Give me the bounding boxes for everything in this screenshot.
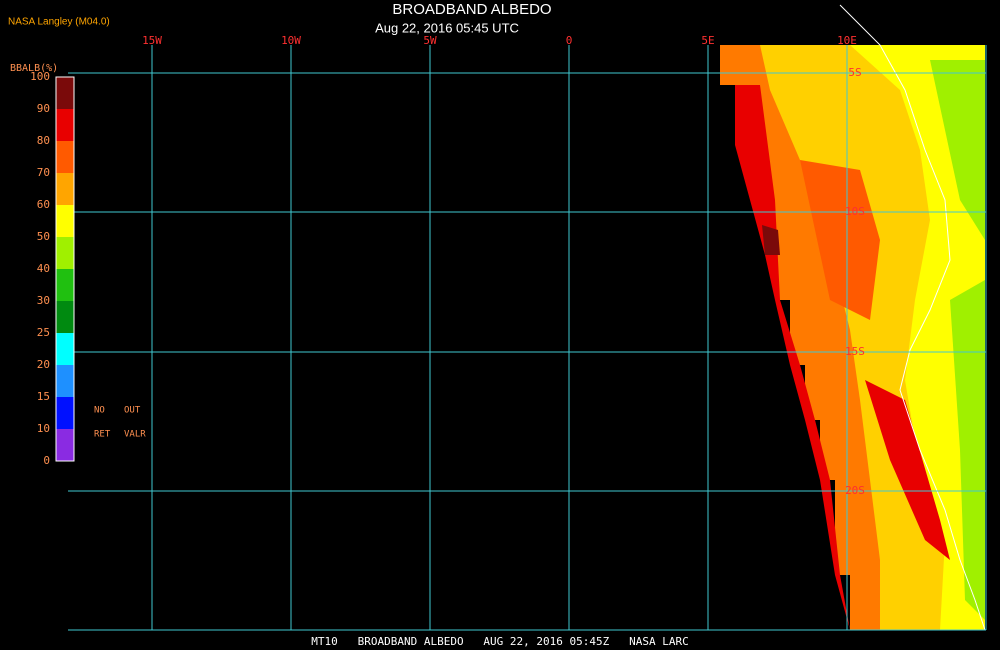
lat-label: 5S (848, 66, 861, 79)
legend-tick-label: 90 (37, 102, 50, 115)
legend-tick-label: 10 (37, 422, 50, 435)
legend-swatch (56, 109, 74, 141)
source-label: NASA Langley (M04.0) (8, 17, 110, 28)
legend-tick-label: 80 (37, 134, 50, 147)
legend-note: OUT (124, 406, 141, 416)
legend-swatch (56, 301, 74, 333)
legend-tick-label: 30 (37, 294, 50, 307)
legend-note: NO (94, 406, 105, 416)
legend-title: BBALB(%) (10, 63, 58, 74)
lon-label: 10W (281, 34, 301, 47)
legend-swatch (56, 205, 74, 237)
legend-note: VALR (124, 430, 146, 440)
lon-label: 10E (837, 34, 857, 47)
footer: MT10 BROADBAND ALBEDO AUG 22, 2016 05:45… (311, 635, 689, 648)
title: BROADBAND ALBEDO (392, 1, 551, 18)
legend-swatch (56, 429, 74, 461)
lon-label: 5E (701, 34, 714, 47)
legend-tick-label: 25 (37, 326, 50, 339)
lon-label: 0 (566, 34, 573, 47)
lat-label: 10S (845, 205, 865, 218)
legend-tick-label: 50 (37, 230, 50, 243)
lat-label: 20S (845, 484, 865, 497)
legend-tick-label: 100 (30, 70, 50, 83)
legend-swatch (56, 333, 74, 365)
lon-label: 15W (142, 34, 162, 47)
legend-frame (55, 76, 75, 462)
legend-swatch (56, 397, 74, 429)
subtitle: Aug 22, 2016 05:45 UTC (375, 20, 519, 35)
lat-label: 15S (845, 345, 865, 358)
legend-tick-label: 40 (37, 262, 50, 275)
legend-tick-label: 0 (43, 454, 50, 467)
lon-label: 5W (423, 34, 437, 47)
legend-tick-label: 20 (37, 358, 50, 371)
legend-tick-label: 70 (37, 166, 50, 179)
albedo-imagery (720, 4, 986, 631)
legend-note: RET (94, 430, 111, 440)
legend-swatch (56, 77, 74, 109)
legend-tick-label: 60 (37, 198, 50, 211)
legend-swatch (56, 269, 74, 301)
legend-tick-label: 15 (37, 390, 50, 403)
legend-swatch (56, 141, 74, 173)
legend-swatch (56, 365, 74, 397)
legend-swatch (56, 237, 74, 269)
graticule (68, 45, 987, 631)
legend-swatch (56, 173, 74, 205)
